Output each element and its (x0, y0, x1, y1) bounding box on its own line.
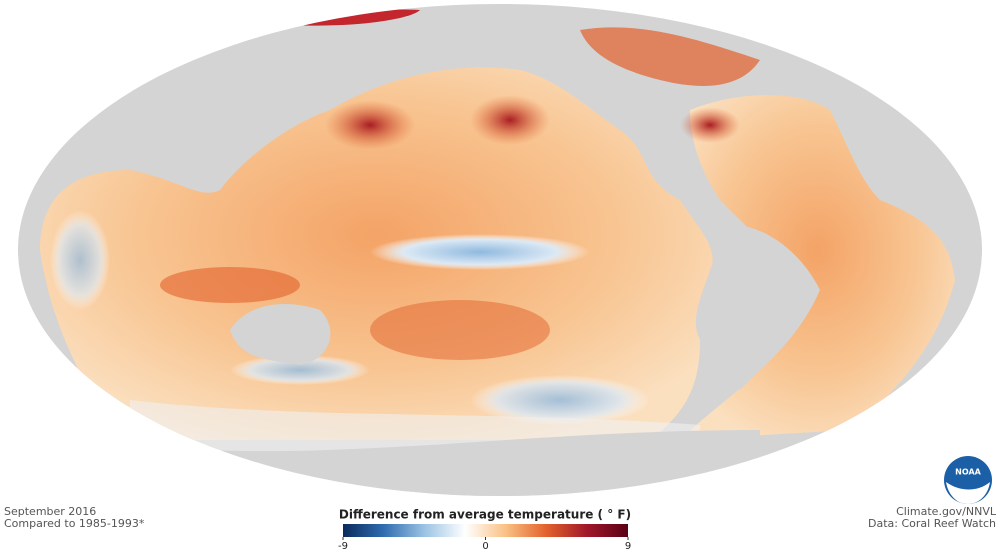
credit-source: Climate.gov/NNVL (896, 505, 997, 518)
caption-date: September 2016 (4, 505, 96, 518)
map (18, 4, 982, 496)
colorbar-title: Difference from average temperature ( ° … (339, 508, 631, 522)
colorbar-tick-label: -9 (338, 541, 348, 552)
caption-baseline: Compared to 1985-1993* (4, 517, 145, 530)
colorbar-tick-label: 9 (625, 541, 631, 552)
credit-data: Data: Coral Reef Watch (868, 517, 996, 530)
ocean-anomaly (40, 9, 955, 496)
logo-wave (946, 482, 990, 504)
colorbar (343, 524, 628, 537)
logo-text: NOAA (955, 468, 981, 477)
noaa-logo: NOAA (944, 456, 992, 504)
colorbar-tick-label: 0 (482, 541, 488, 552)
